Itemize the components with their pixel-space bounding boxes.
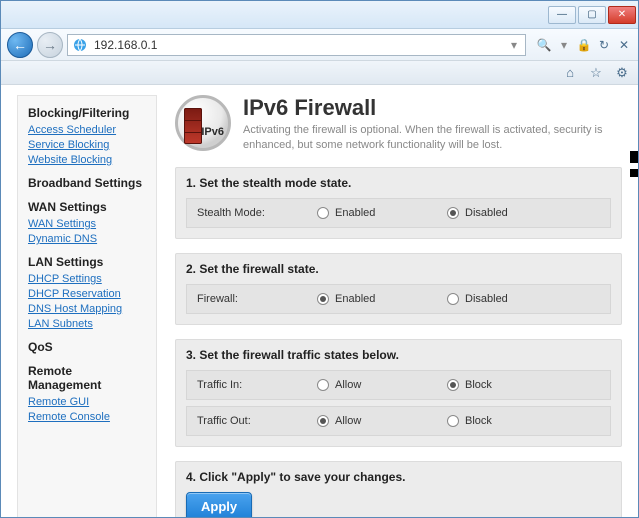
minimize-icon: — <box>557 9 567 20</box>
traffic-in-allow-option[interactable]: Allow <box>317 379 447 391</box>
radio-icon <box>447 415 459 427</box>
sidebar-item-access-scheduler[interactable]: Access Scheduler <box>28 124 146 136</box>
panel-traffic-heading: 3. Set the firewall traffic states below… <box>186 348 611 362</box>
separator-icon: ▾ <box>556 37 572 53</box>
panel-firewall-heading: 2. Set the firewall state. <box>186 262 611 276</box>
stealth-disabled-option[interactable]: Disabled <box>447 207 577 219</box>
radio-icon <box>317 415 329 427</box>
panel-stealth-mode: 1. Set the stealth mode state. Stealth M… <box>175 167 622 239</box>
page-header: IPv6 IPv6 Firewall Activating the firewa… <box>175 95 622 153</box>
search-icon[interactable]: 🔍 <box>536 37 552 53</box>
sidebar-heading-broadband: Broadband Settings <box>28 176 146 190</box>
browser-toolstrip: ⌂ ☆ ⚙ <box>1 61 638 85</box>
firewall-enabled-option[interactable]: Enabled <box>317 293 447 305</box>
page-title: IPv6 Firewall <box>243 95 603 121</box>
refresh-icon[interactable]: ↻ <box>596 37 612 53</box>
address-dropdown-icon[interactable]: ▾ <box>511 38 517 52</box>
sidebar-item-service-blocking[interactable]: Service Blocking <box>28 139 146 151</box>
ie-window: — ▢ ✕ ← → 192.168.0.1 ▾ 🔍 ▾ 🔒 ↻ ✕ ⌂ ☆ ⚙ <box>0 0 639 518</box>
panel-traffic-states: 3. Set the firewall traffic states below… <box>175 339 622 447</box>
sidebar-item-remote-gui[interactable]: Remote GUI <box>28 396 146 408</box>
traffic-out-allow-option[interactable]: Allow <box>317 415 447 427</box>
stop-icon[interactable]: ✕ <box>616 37 632 53</box>
sidebar-heading-remote: Remote Management <box>28 364 146 392</box>
ipv6-firewall-logo-icon: IPv6 <box>175 95 231 151</box>
firewall-disabled-option[interactable]: Disabled <box>447 293 577 305</box>
browser-navbar: ← → 192.168.0.1 ▾ 🔍 ▾ 🔒 ↻ ✕ <box>1 29 638 61</box>
opt-label: Block <box>465 415 492 427</box>
address-url: 192.168.0.1 <box>94 38 511 52</box>
sidebar-item-wan-settings[interactable]: WAN Settings <box>28 218 146 230</box>
sidebar-heading-wan: WAN Settings <box>28 200 146 214</box>
stealth-enabled-option[interactable]: Enabled <box>317 207 447 219</box>
panel-stealth-heading: 1. Set the stealth mode state. <box>186 176 611 190</box>
row-traffic-in: Traffic In: Allow Block <box>186 370 611 400</box>
window-minimize-button[interactable]: — <box>548 6 576 24</box>
sidebar-item-dynamic-dns[interactable]: Dynamic DNS <box>28 233 146 245</box>
home-icon[interactable]: ⌂ <box>562 65 578 81</box>
sidebar: Blocking/Filtering Access Scheduler Serv… <box>17 95 157 517</box>
logo-label: IPv6 <box>201 126 224 138</box>
panel-apply-heading: 4. Click "Apply" to save your changes. <box>186 470 611 484</box>
window-maximize-button[interactable]: ▢ <box>578 6 606 24</box>
nav-forward-button[interactable]: → <box>37 32 63 58</box>
stealth-label: Stealth Mode: <box>197 207 317 219</box>
radio-icon <box>317 207 329 219</box>
opt-label: Allow <box>335 379 361 391</box>
edge-mark <box>630 169 638 177</box>
address-bar[interactable]: 192.168.0.1 ▾ <box>67 34 526 56</box>
traffic-in-label: Traffic In: <box>197 379 317 391</box>
traffic-out-block-option[interactable]: Block <box>447 415 577 427</box>
row-traffic-out: Traffic Out: Allow Block <box>186 406 611 436</box>
panel-apply: 4. Click "Apply" to save your changes. A… <box>175 461 622 517</box>
opt-label: Enabled <box>335 207 375 219</box>
address-right-cluster: 🔍 ▾ 🔒 ↻ ✕ <box>536 37 632 53</box>
sidebar-item-dhcp-settings[interactable]: DHCP Settings <box>28 273 146 285</box>
window-titlebar: — ▢ ✕ <box>1 1 638 29</box>
radio-icon <box>447 207 459 219</box>
window-close-button[interactable]: ✕ <box>608 6 636 24</box>
forward-icon: → <box>43 37 57 53</box>
sidebar-heading-lan: LAN Settings <box>28 255 146 269</box>
opt-label: Block <box>465 379 492 391</box>
opt-label: Enabled <box>335 293 375 305</box>
panel-firewall-state: 2. Set the firewall state. Firewall: Ena… <box>175 253 622 325</box>
sidebar-item-lan-subnets[interactable]: LAN Subnets <box>28 318 146 330</box>
page-viewport: Blocking/Filtering Access Scheduler Serv… <box>1 85 638 517</box>
page-subtitle: Activating the firewall is optional. Whe… <box>243 123 603 153</box>
edge-mark <box>630 151 638 163</box>
opt-label: Disabled <box>465 293 508 305</box>
back-icon: ← <box>13 37 27 53</box>
opt-label: Disabled <box>465 207 508 219</box>
sidebar-item-remote-console[interactable]: Remote Console <box>28 411 146 423</box>
radio-icon <box>317 293 329 305</box>
opt-label: Allow <box>335 415 361 427</box>
traffic-out-label: Traffic Out: <box>197 415 317 427</box>
radio-icon <box>447 379 459 391</box>
radio-icon <box>317 379 329 391</box>
main-content: IPv6 IPv6 Firewall Activating the firewa… <box>175 95 622 517</box>
traffic-in-block-option[interactable]: Block <box>447 379 577 391</box>
sidebar-item-dhcp-reservation[interactable]: DHCP Reservation <box>28 288 146 300</box>
firewall-label: Firewall: <box>197 293 317 305</box>
sidebar-item-website-blocking[interactable]: Website Blocking <box>28 154 146 166</box>
ie-logo-icon <box>72 37 88 53</box>
row-firewall: Firewall: Enabled Disabled <box>186 284 611 314</box>
sidebar-heading-qos: QoS <box>28 340 146 354</box>
sidebar-heading-blocking: Blocking/Filtering <box>28 106 146 120</box>
lock-icon: 🔒 <box>576 37 592 53</box>
nav-back-button[interactable]: ← <box>7 32 33 58</box>
tools-icon[interactable]: ⚙ <box>614 65 630 81</box>
radio-icon <box>447 293 459 305</box>
apply-button[interactable]: Apply <box>186 492 252 517</box>
sidebar-item-dns-host-mapping[interactable]: DNS Host Mapping <box>28 303 146 315</box>
favorites-icon[interactable]: ☆ <box>588 65 604 81</box>
maximize-icon: ▢ <box>587 9 596 20</box>
row-stealth: Stealth Mode: Enabled Disabled <box>186 198 611 228</box>
close-icon: ✕ <box>618 9 626 20</box>
